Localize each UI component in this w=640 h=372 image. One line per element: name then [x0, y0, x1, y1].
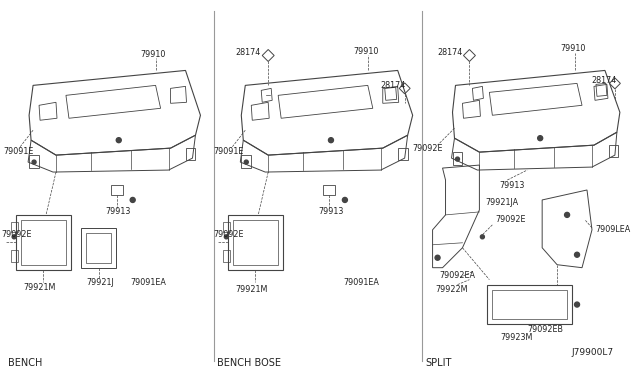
Text: 79092EA: 79092EA	[440, 271, 476, 280]
Circle shape	[225, 235, 228, 239]
Text: 79923M: 79923M	[500, 333, 532, 342]
Text: 28174: 28174	[591, 76, 616, 85]
Text: 28174: 28174	[438, 48, 463, 57]
Text: BENCH: BENCH	[8, 358, 42, 368]
Text: 79091EA: 79091EA	[343, 278, 379, 287]
Text: 28174: 28174	[236, 48, 260, 57]
Circle shape	[564, 212, 570, 217]
Text: 79910: 79910	[141, 50, 166, 59]
Text: 28174: 28174	[381, 81, 406, 90]
Text: 79910: 79910	[353, 47, 378, 56]
Text: 79092EB: 79092EB	[527, 325, 563, 334]
Text: 79921M: 79921M	[236, 285, 268, 294]
Text: J79900L7: J79900L7	[572, 348, 614, 357]
Circle shape	[328, 138, 333, 143]
Circle shape	[130, 198, 135, 202]
Text: 7909LEA: 7909LEA	[595, 225, 630, 234]
Text: 79913: 79913	[499, 180, 525, 189]
Text: 79091E: 79091E	[213, 147, 244, 155]
Text: 79922M: 79922M	[436, 285, 468, 294]
Text: 79092E: 79092E	[495, 215, 526, 224]
Text: 79091E: 79091E	[3, 147, 33, 155]
Circle shape	[435, 255, 440, 260]
Text: 79913: 79913	[106, 208, 131, 217]
Text: 79092E: 79092E	[413, 144, 443, 153]
Text: 79092E: 79092E	[1, 230, 32, 239]
Text: SPLIT: SPLIT	[425, 358, 452, 368]
Circle shape	[575, 302, 580, 307]
Text: 79091EA: 79091EA	[131, 278, 166, 287]
Circle shape	[12, 235, 16, 239]
Circle shape	[575, 252, 580, 257]
Circle shape	[116, 138, 121, 143]
Circle shape	[32, 160, 36, 164]
Text: 79913: 79913	[318, 208, 344, 217]
Text: 79092E: 79092E	[213, 230, 244, 239]
Text: 79921M: 79921M	[23, 283, 56, 292]
Circle shape	[538, 136, 543, 141]
Circle shape	[342, 198, 348, 202]
Text: 79921JA: 79921JA	[485, 198, 518, 208]
Text: 79921J: 79921J	[86, 278, 114, 287]
Circle shape	[456, 157, 460, 161]
Text: BENCH BOSE: BENCH BOSE	[217, 358, 281, 368]
Circle shape	[481, 235, 484, 239]
Text: 79910: 79910	[560, 44, 586, 53]
Circle shape	[244, 160, 248, 164]
